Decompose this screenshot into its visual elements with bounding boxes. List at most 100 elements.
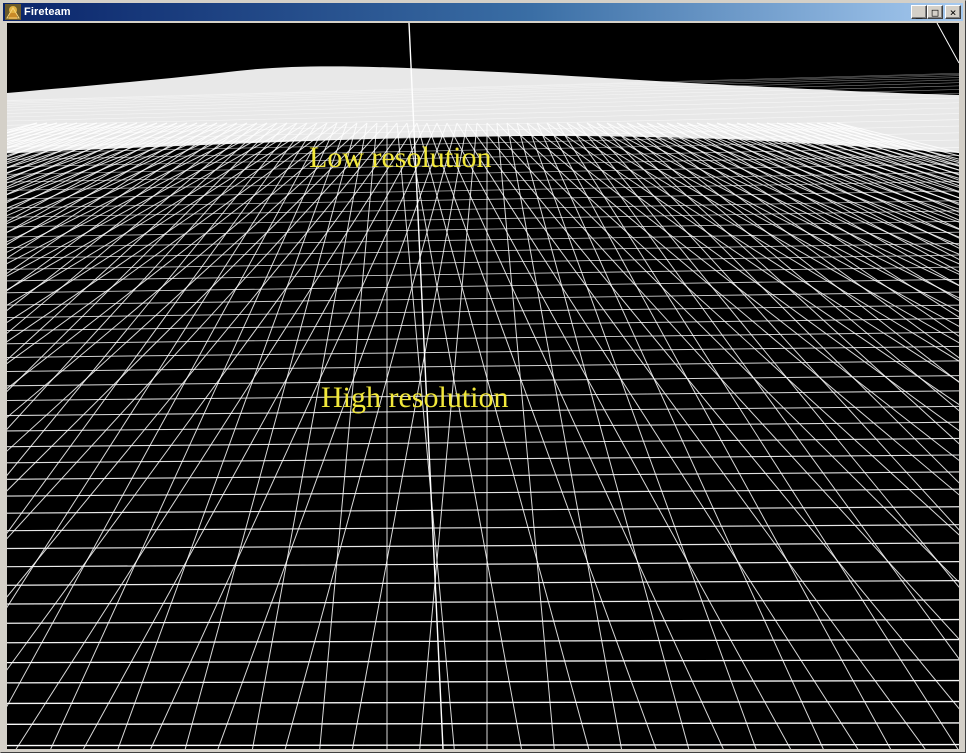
grid-row-line bbox=[7, 599, 959, 605]
grid-row-line bbox=[7, 93, 959, 118]
grid-diagonal-line bbox=[826, 122, 959, 157]
grid-diagonal-line bbox=[466, 122, 926, 749]
grid-diagonal-line bbox=[506, 122, 959, 536]
grid-diagonal-line bbox=[284, 122, 458, 749]
grid-diagonal-line bbox=[666, 122, 959, 301]
grid-row-line bbox=[7, 506, 959, 514]
grid-diagonal-line bbox=[7, 122, 268, 253]
grid-row-line bbox=[7, 579, 959, 586]
minimize-button[interactable]: _ bbox=[911, 5, 927, 19]
grid-diagonal-line bbox=[726, 122, 959, 230]
grid-diagonal-line bbox=[536, 122, 824, 749]
window-title: Fireteam bbox=[24, 6, 71, 18]
grid-row-line bbox=[7, 331, 959, 345]
grid-row-line bbox=[7, 291, 959, 306]
grid-row-line bbox=[7, 132, 959, 154]
grid-diagonal-line bbox=[7, 122, 278, 265]
grid-row-line bbox=[7, 77, 959, 104]
grid-row-line bbox=[7, 304, 959, 319]
grid-row-line bbox=[7, 743, 959, 747]
fireteam-app-icon[interactable] bbox=[5, 4, 21, 20]
grid-diagonal-line bbox=[7, 122, 398, 598]
grid-row-line bbox=[7, 85, 959, 111]
grid-row-line bbox=[7, 243, 959, 259]
grid-row-line bbox=[7, 210, 959, 228]
grid-diagonal-line bbox=[636, 122, 959, 359]
grid-diagonal-line bbox=[7, 122, 378, 492]
grid-diagonal-line bbox=[7, 122, 258, 243]
grid-row-line bbox=[7, 163, 959, 183]
grid-row-line bbox=[7, 75, 959, 103]
grid-diagonal-line bbox=[7, 122, 288, 277]
grid-diagonal-line bbox=[15, 122, 418, 749]
grid-diagonal-line bbox=[716, 122, 959, 239]
grid-diagonal-line bbox=[7, 122, 308, 306]
grid-row-line bbox=[7, 638, 959, 644]
grid-diagonal-line bbox=[319, 122, 378, 749]
grid-row-line bbox=[7, 102, 959, 126]
grid-diagonal-line bbox=[351, 122, 468, 749]
grid-diagonal-line bbox=[616, 122, 959, 412]
corner-edge-line bbox=[936, 23, 959, 64]
grid-diagonal-line bbox=[806, 122, 959, 164]
grid-diagonal-line bbox=[566, 122, 959, 362]
grid-diagonal-line bbox=[150, 122, 438, 749]
grid-diagonal-line bbox=[776, 122, 959, 193]
grid-row-line bbox=[7, 421, 959, 432]
grid-row-line bbox=[7, 488, 959, 497]
grid-diagonal-line bbox=[506, 122, 623, 749]
grid-diagonal-line bbox=[776, 122, 959, 175]
grid-diagonal-line bbox=[7, 122, 298, 291]
grid-diagonal-line bbox=[7, 122, 388, 540]
grid-row-line bbox=[7, 679, 959, 684]
render-viewport[interactable]: Low resolution High resolution bbox=[7, 23, 959, 749]
grid-diagonal-line bbox=[426, 122, 657, 749]
grid-diagonal-line bbox=[416, 122, 590, 749]
grid-diagonal-line bbox=[576, 122, 959, 344]
grid-diagonal-line bbox=[217, 122, 448, 749]
grid-diagonal-line bbox=[696, 122, 959, 260]
grid-diagonal-line bbox=[826, 122, 959, 166]
grid-row-line bbox=[7, 345, 959, 358]
close-button[interactable]: × bbox=[945, 5, 961, 19]
grid-row-line bbox=[7, 254, 959, 270]
grid-diagonal-line bbox=[7, 122, 328, 708]
grid-row-line bbox=[7, 231, 959, 248]
grid-row-line bbox=[7, 318, 959, 331]
grid-row-line bbox=[7, 542, 959, 550]
grid-diagonal-line bbox=[556, 122, 959, 749]
grid-diagonal-line bbox=[696, 122, 959, 216]
grid-diagonal-line bbox=[566, 122, 959, 660]
grid-diagonal-line bbox=[596, 122, 959, 313]
grid-row-line bbox=[7, 375, 959, 387]
grid-row-line bbox=[7, 74, 959, 102]
ground-grid bbox=[7, 73, 959, 749]
grid-row-line bbox=[7, 390, 959, 402]
grid-row-line bbox=[7, 618, 959, 624]
grid-diagonal-line bbox=[7, 122, 408, 671]
grid-diagonal-line bbox=[626, 122, 959, 275]
grid-row-line bbox=[7, 360, 959, 372]
grid-diagonal-line bbox=[7, 122, 318, 609]
grid-row-line bbox=[7, 659, 959, 664]
grid-row-line bbox=[7, 107, 959, 131]
grid-row-line bbox=[7, 722, 959, 725]
grid-row-line bbox=[7, 82, 959, 108]
terrain-wireframe bbox=[7, 23, 959, 749]
grid-diagonal-line bbox=[596, 122, 959, 484]
grid-row-line bbox=[7, 155, 959, 175]
caption-buttons: _ □ × bbox=[911, 5, 961, 19]
maximize-button[interactable]: □ bbox=[927, 5, 943, 19]
grid-diagonal-line bbox=[656, 122, 959, 318]
grid-row-line bbox=[7, 181, 959, 200]
grid-diagonal-line bbox=[7, 122, 328, 343]
grid-diagonal-line bbox=[546, 122, 892, 749]
grid-row-line bbox=[7, 454, 959, 464]
grid-diagonal-line bbox=[516, 122, 690, 749]
title-bar[interactable]: Fireteam _ □ × bbox=[3, 3, 963, 21]
grid-row-line bbox=[7, 97, 959, 122]
grid-diagonal-line bbox=[706, 122, 959, 249]
grid-diagonal-line bbox=[446, 122, 792, 749]
grid-diagonal-line bbox=[251, 122, 368, 749]
grid-diagonal-line bbox=[419, 122, 478, 749]
